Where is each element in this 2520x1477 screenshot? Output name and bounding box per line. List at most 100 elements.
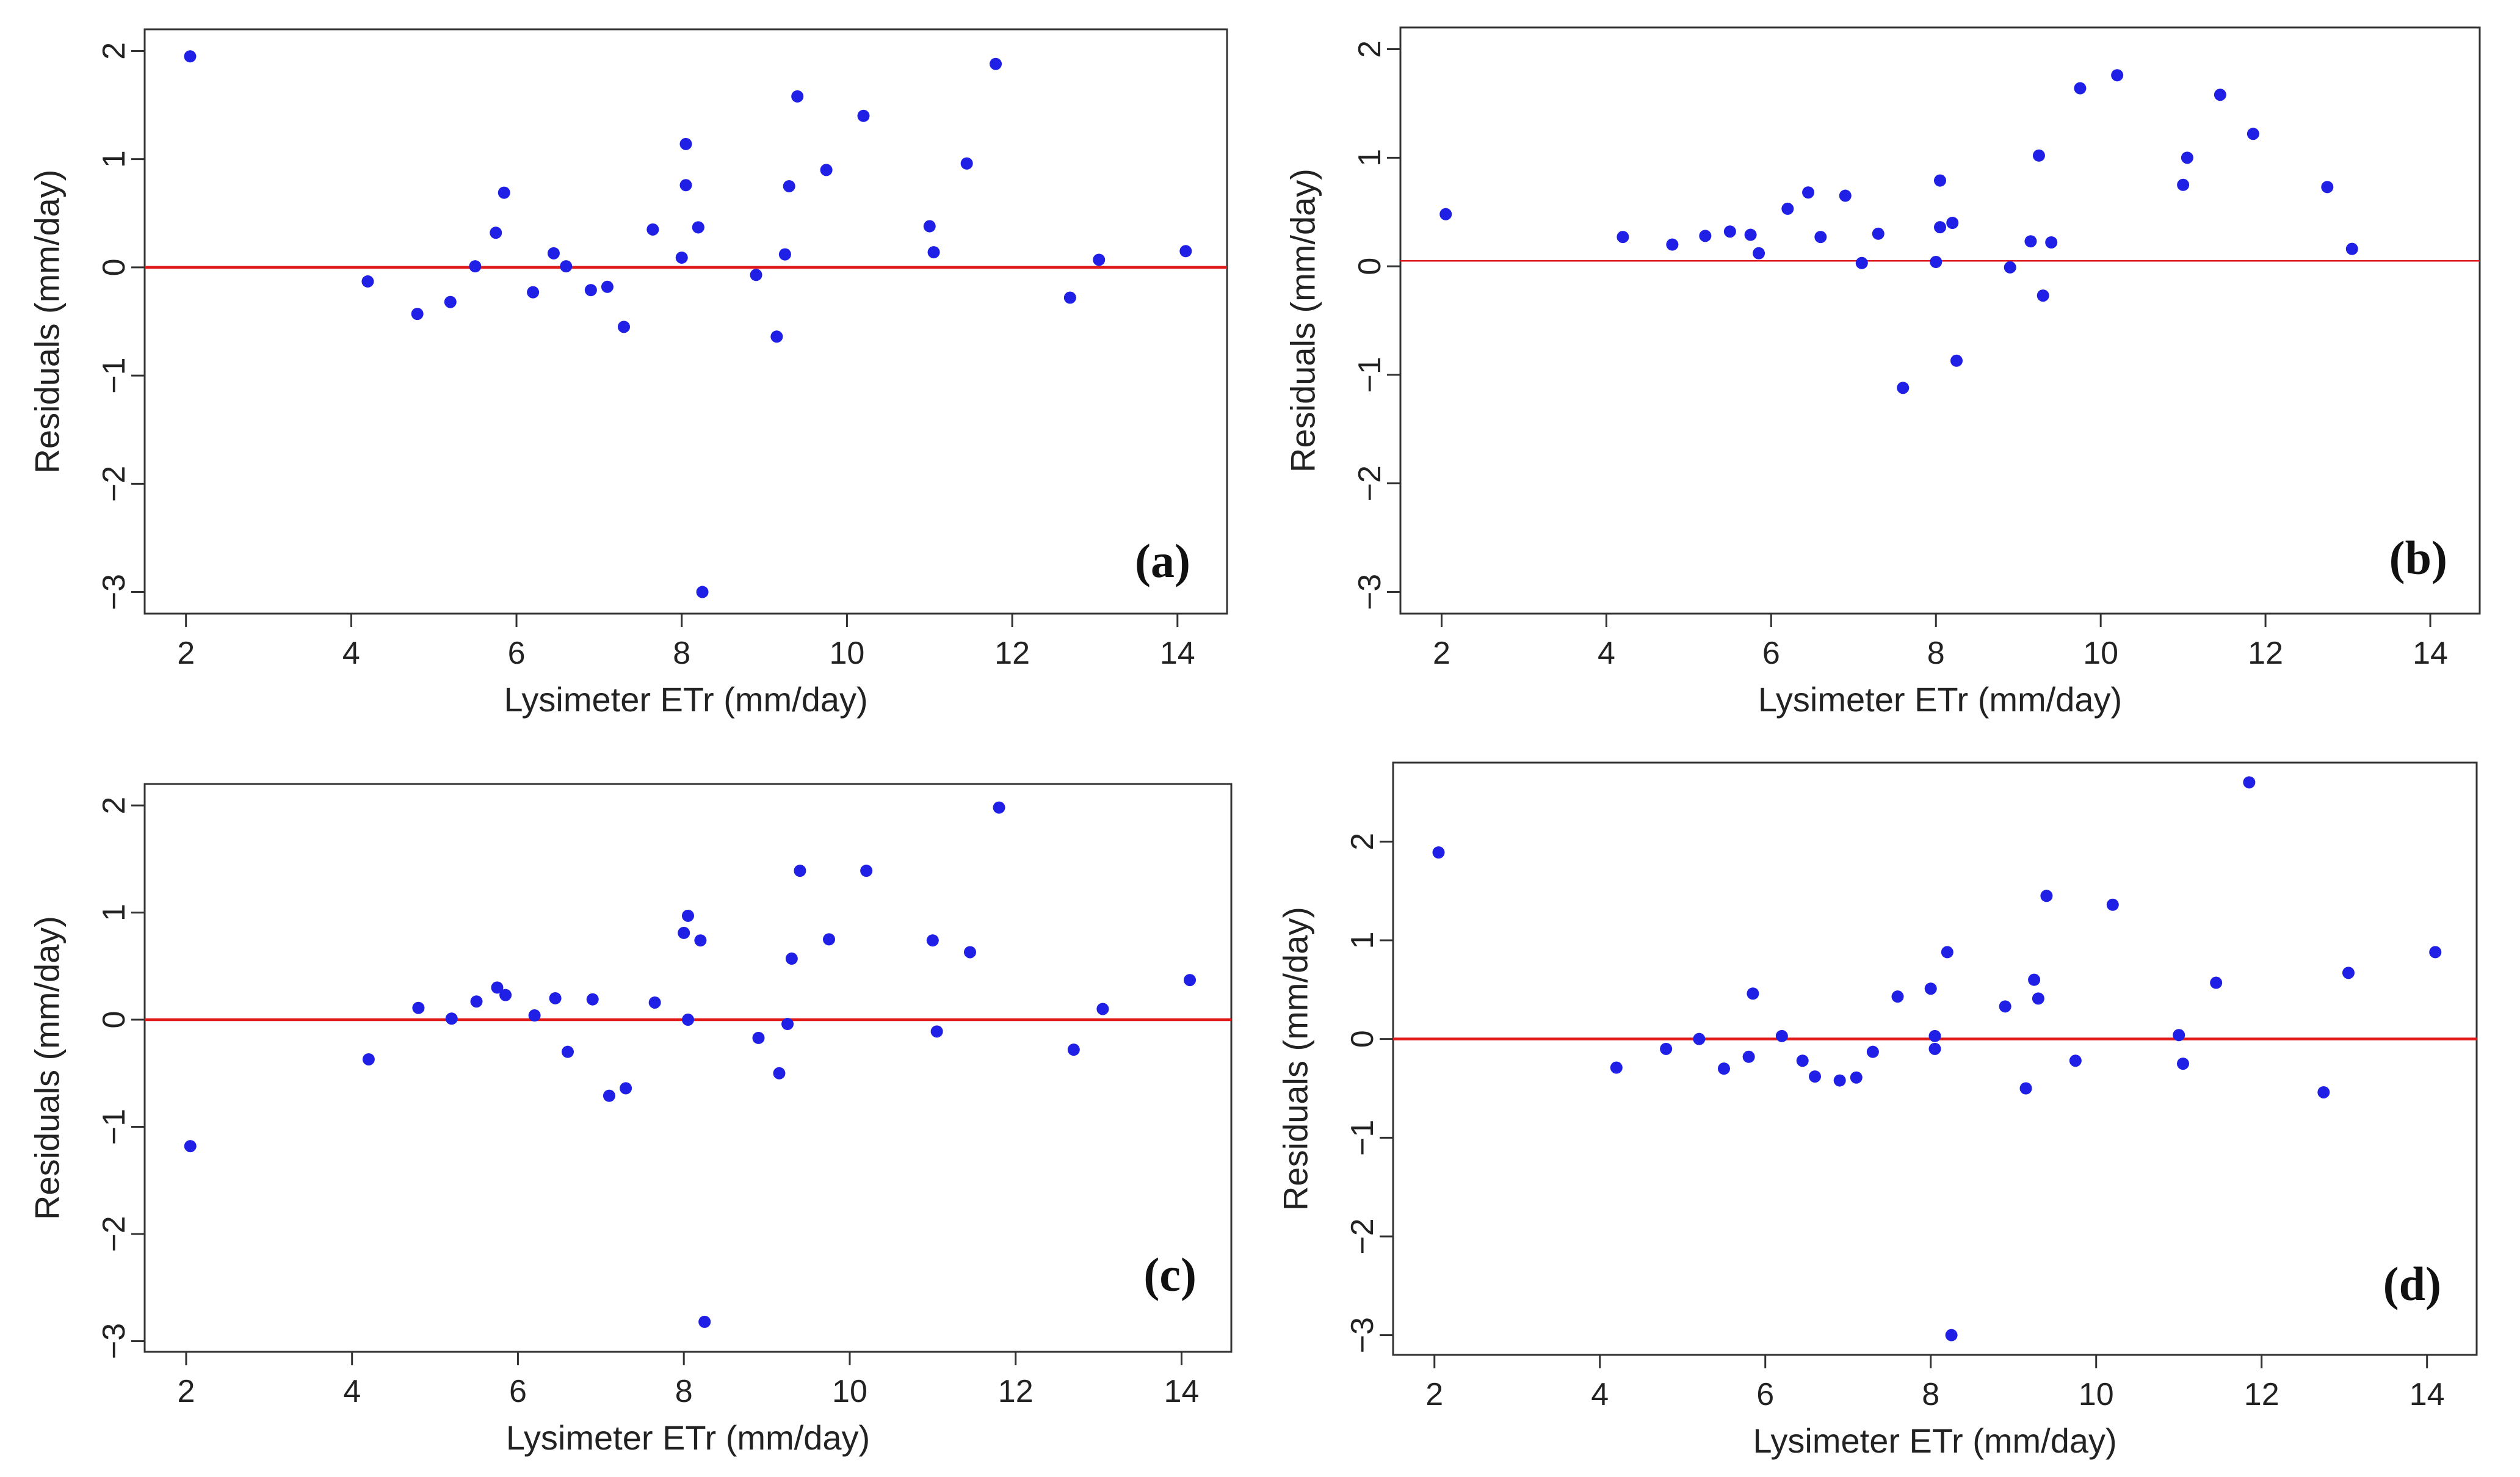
data-point	[603, 1089, 615, 1102]
x-axis-title: Lysimeter ETr (mm/day)	[506, 1418, 870, 1457]
x-tick-label: 12	[2248, 636, 2283, 671]
data-point	[993, 801, 1005, 814]
data-point	[2032, 149, 2045, 162]
data-point	[2247, 128, 2259, 140]
data-point	[930, 1025, 943, 1038]
data-point	[694, 934, 707, 947]
data-point	[960, 157, 973, 170]
x-tick-label: 12	[994, 636, 1030, 671]
data-point	[648, 996, 661, 1009]
data-point	[1891, 990, 1904, 1003]
data-point	[1930, 256, 1942, 268]
data-point	[1941, 946, 1953, 959]
y-tick-label: 2	[96, 797, 132, 815]
data-point	[1814, 231, 1827, 244]
data-point	[778, 248, 791, 261]
data-point	[857, 109, 870, 122]
data-point	[362, 1053, 375, 1065]
y-tick-label: 2	[1352, 40, 1388, 58]
data-point	[794, 865, 806, 877]
y-tick-label: 0	[1352, 258, 1388, 275]
data-point	[1950, 354, 1963, 367]
data-point	[411, 308, 424, 321]
data-point	[698, 1315, 711, 1328]
data-point	[2177, 178, 2190, 191]
data-point	[445, 1012, 458, 1025]
x-tick-label: 6	[1762, 636, 1780, 671]
x-axis-title: Lysimeter ETr (mm/day)	[504, 680, 867, 719]
x-tick-label: 8	[1922, 1377, 1939, 1412]
data-point	[860, 865, 873, 877]
data-point	[1999, 1000, 2011, 1013]
data-point	[822, 933, 835, 946]
data-point	[1093, 253, 1106, 266]
data-point	[620, 1082, 632, 1095]
data-point	[2214, 89, 2226, 101]
x-axis-title: Lysimeter ETr (mm/day)	[1753, 1421, 2116, 1460]
data-point	[2176, 1058, 2189, 1070]
data-point	[692, 221, 704, 234]
x-axis-title: Lysimeter ETr (mm/day)	[1758, 680, 2122, 719]
data-point	[679, 179, 692, 192]
plot-frame	[1392, 761, 2478, 1356]
y-tick-label: 1	[96, 150, 132, 168]
data-point	[617, 321, 630, 333]
data-point	[679, 137, 692, 150]
data-point	[2173, 1029, 2185, 1042]
data-point	[820, 164, 833, 176]
x-tick-label: 10	[2079, 1377, 2114, 1412]
y-tick-label: −3	[1345, 1317, 1380, 1353]
data-point	[1439, 208, 1452, 220]
data-point	[2243, 776, 2256, 789]
data-point	[2045, 236, 2058, 249]
panel-letter: (c)	[1143, 1248, 1197, 1301]
y-tick-label: −1	[1345, 1120, 1380, 1156]
y-tick-label: 1	[1352, 149, 1388, 167]
data-point	[1723, 225, 1736, 238]
data-point	[586, 993, 599, 1006]
data-point	[927, 246, 940, 259]
data-point	[2342, 967, 2355, 979]
x-tick-label: 10	[2083, 636, 2118, 671]
y-tick-label: −2	[96, 1216, 132, 1252]
data-point	[770, 330, 783, 343]
data-point	[1946, 217, 1959, 229]
data-point	[2106, 898, 2119, 911]
x-tick-label: 8	[1927, 636, 1945, 671]
data-point	[682, 1014, 694, 1026]
data-point	[601, 280, 614, 293]
data-point	[528, 1009, 541, 1022]
plot-frame	[143, 28, 1228, 615]
data-point	[1617, 231, 1629, 244]
data-point	[1855, 256, 1868, 269]
x-tick-label: 14	[2410, 1377, 2445, 1412]
x-tick-label: 6	[508, 636, 526, 671]
y-axis-title: Residuals (mm/day)	[28, 170, 67, 474]
y-axis-title: Residuals (mm/day)	[28, 916, 67, 1220]
x-tick-label: 12	[2244, 1377, 2279, 1412]
data-point	[1744, 228, 1757, 241]
data-point	[923, 220, 936, 233]
data-point	[499, 989, 512, 1001]
data-point	[2321, 181, 2334, 194]
y-axis-title: Residuals (mm/day)	[1276, 907, 1315, 1211]
x-tick-label: 4	[343, 1374, 361, 1409]
panel-letter: (d)	[2383, 1257, 2441, 1310]
x-tick-label: 6	[1756, 1377, 1774, 1412]
plot-frame	[1399, 26, 2481, 615]
x-tick-label: 14	[2413, 636, 2448, 671]
data-point	[1928, 1042, 1941, 1055]
data-point	[184, 1140, 197, 1153]
data-point	[491, 981, 504, 994]
data-point	[490, 227, 502, 239]
data-point	[1666, 238, 1679, 251]
data-point	[549, 992, 562, 1004]
y-tick-label: 0	[96, 258, 132, 276]
y-tick-label: −3	[96, 1323, 132, 1359]
data-point	[1796, 1054, 1809, 1067]
data-point	[1945, 1329, 1958, 1341]
y-tick-label: 0	[96, 1011, 132, 1029]
